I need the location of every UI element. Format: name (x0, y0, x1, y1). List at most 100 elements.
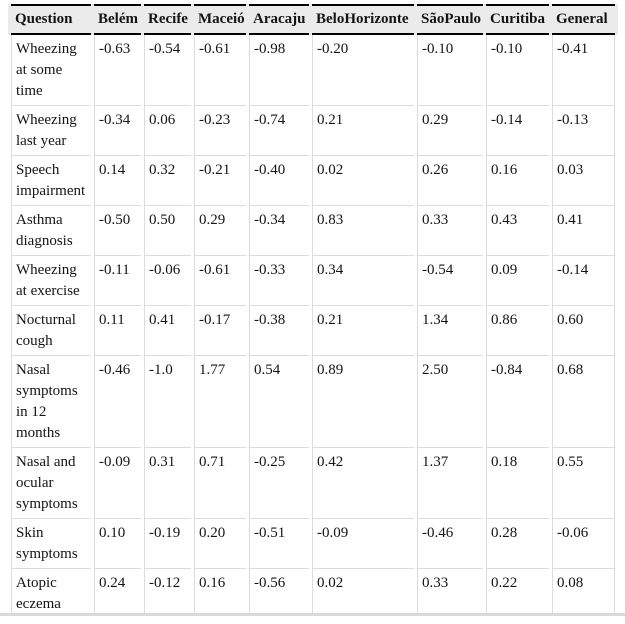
value-cell: 0.02 (312, 155, 414, 205)
value-cell: 1.37 (417, 447, 483, 518)
question-cell: Nasal and ocular symptoms (11, 447, 91, 518)
value-cell: 0.89 (312, 355, 414, 447)
value-cell: 1.77 (194, 355, 246, 447)
value-cell: 0.20 (194, 518, 246, 568)
value-cell: 0.21 (312, 305, 414, 355)
value-cell: 0.16 (486, 155, 549, 205)
value-cell: -0.46 (94, 355, 141, 447)
value-cell: -0.09 (94, 447, 141, 518)
value-cell: 0.14 (94, 155, 141, 205)
value-cell: -0.06 (552, 518, 615, 568)
value-cell: -0.14 (552, 255, 615, 305)
value-cell: 0.24 (94, 568, 141, 613)
value-cell: -0.34 (249, 205, 309, 255)
column-header-general: General (552, 4, 615, 35)
value-cell: -0.25 (249, 447, 309, 518)
value-cell: 2.50 (417, 355, 483, 447)
value-cell: -0.51 (249, 518, 309, 568)
value-cell: -0.61 (194, 255, 246, 305)
value-cell: -0.61 (194, 35, 246, 105)
value-cell: 0.29 (417, 105, 483, 155)
value-cell: -0.34 (94, 105, 141, 155)
table-row: Asthma diagnosis -0.50 0.50 0.29 -0.34 0.83 0.… (11, 205, 615, 255)
value-cell: -0.74 (249, 105, 309, 155)
question-cell: Wheezing at exercise (11, 255, 91, 305)
value-cell: -0.23 (194, 105, 246, 155)
value-cell: 0.21 (312, 105, 414, 155)
value-cell: -0.56 (249, 568, 309, 613)
results-table: Question Belém Recife Maceió Aracaju BeloHori… (8, 4, 618, 613)
table-row: Wheezing last year -0.34 0.06 -0.23 -0.74 0.2… (11, 105, 615, 155)
column-header-belohorizonte: BeloHorizonte (312, 4, 414, 35)
value-cell: 0.83 (312, 205, 414, 255)
value-cell: 0.60 (552, 305, 615, 355)
table-header: Question Belém Recife Maceió Aracaju BeloHori… (11, 4, 615, 35)
value-cell: -0.41 (552, 35, 615, 105)
value-cell: 0.68 (552, 355, 615, 447)
value-cell: -0.09 (312, 518, 414, 568)
value-cell: -0.46 (417, 518, 483, 568)
value-cell: -0.33 (249, 255, 309, 305)
value-cell: 0.08 (552, 568, 615, 613)
value-cell: -0.14 (486, 105, 549, 155)
header-row: Question Belém Recife Maceió Aracaju BeloHori… (11, 4, 615, 35)
value-cell: 0.06 (144, 105, 191, 155)
question-cell: Skin symptoms (11, 518, 91, 568)
column-header-bel-m: Belém (94, 4, 141, 35)
question-cell: Wheezing at some time (11, 35, 91, 105)
value-cell: 0.29 (194, 205, 246, 255)
value-cell: -0.20 (312, 35, 414, 105)
value-cell: 0.16 (194, 568, 246, 613)
question-cell: Nocturnal cough (11, 305, 91, 355)
table-row: Nocturnal cough 0.11 0.41 -0.17 -0.38 0.21 1.3… (11, 305, 615, 355)
value-cell: 0.34 (312, 255, 414, 305)
value-cell: 0.18 (486, 447, 549, 518)
column-header-aracaju: Aracaju (249, 4, 309, 35)
table-row: Nasal and ocular symptoms -0.09 0.31 0.71 -0… (11, 447, 615, 518)
question-cell: Atopic eczema (11, 568, 91, 613)
value-cell: -0.10 (486, 35, 549, 105)
value-cell: 0.86 (486, 305, 549, 355)
value-cell: -0.84 (486, 355, 549, 447)
question-cell: Nasal symptoms in 12 months (11, 355, 91, 447)
table-body: Wheezing at some time -0.63 -0.54 -0.61 -0.9… (11, 35, 615, 613)
value-cell: -0.50 (94, 205, 141, 255)
value-cell: 0.33 (417, 568, 483, 613)
value-cell: 0.41 (144, 305, 191, 355)
table-row: Wheezing at exercise -0.11 -0.06 -0.61 -0.33… (11, 255, 615, 305)
column-header-macei-: Maceió (194, 4, 246, 35)
column-header-question: Question (11, 4, 91, 35)
value-cell: -0.21 (194, 155, 246, 205)
value-cell: -0.10 (417, 35, 483, 105)
column-header-s-opaulo: SãoPaulo (417, 4, 483, 35)
table-row: Atopic eczema 0.24 -0.12 0.16 -0.56 0.02 0.33 0… (11, 568, 615, 613)
value-cell: 0.42 (312, 447, 414, 518)
value-cell: -0.13 (552, 105, 615, 155)
question-cell: Speech impairment (11, 155, 91, 205)
value-cell: -0.98 (249, 35, 309, 105)
value-cell: 0.71 (194, 447, 246, 518)
value-cell: 0.26 (417, 155, 483, 205)
value-cell: -0.19 (144, 518, 191, 568)
value-cell: -0.17 (194, 305, 246, 355)
value-cell: 0.32 (144, 155, 191, 205)
value-cell: 0.33 (417, 205, 483, 255)
value-cell: -0.54 (417, 255, 483, 305)
question-cell: Asthma diagnosis (11, 205, 91, 255)
value-cell: -1.0 (144, 355, 191, 447)
value-cell: 0.50 (144, 205, 191, 255)
results-table-container: Question Belém Recife Maceió Aracaju BeloHori… (8, 4, 618, 613)
value-cell: 0.09 (486, 255, 549, 305)
column-header-curitiba: Curitiba (486, 4, 549, 35)
value-cell: 0.03 (552, 155, 615, 205)
value-cell: -0.63 (94, 35, 141, 105)
value-cell: -0.12 (144, 568, 191, 613)
value-cell: 0.28 (486, 518, 549, 568)
value-cell: 0.11 (94, 305, 141, 355)
column-header-recife: Recife (144, 4, 191, 35)
value-cell: -0.11 (94, 255, 141, 305)
table-row: Wheezing at some time -0.63 -0.54 -0.61 -0.9… (11, 35, 615, 105)
value-cell: 0.41 (552, 205, 615, 255)
value-cell: -0.38 (249, 305, 309, 355)
